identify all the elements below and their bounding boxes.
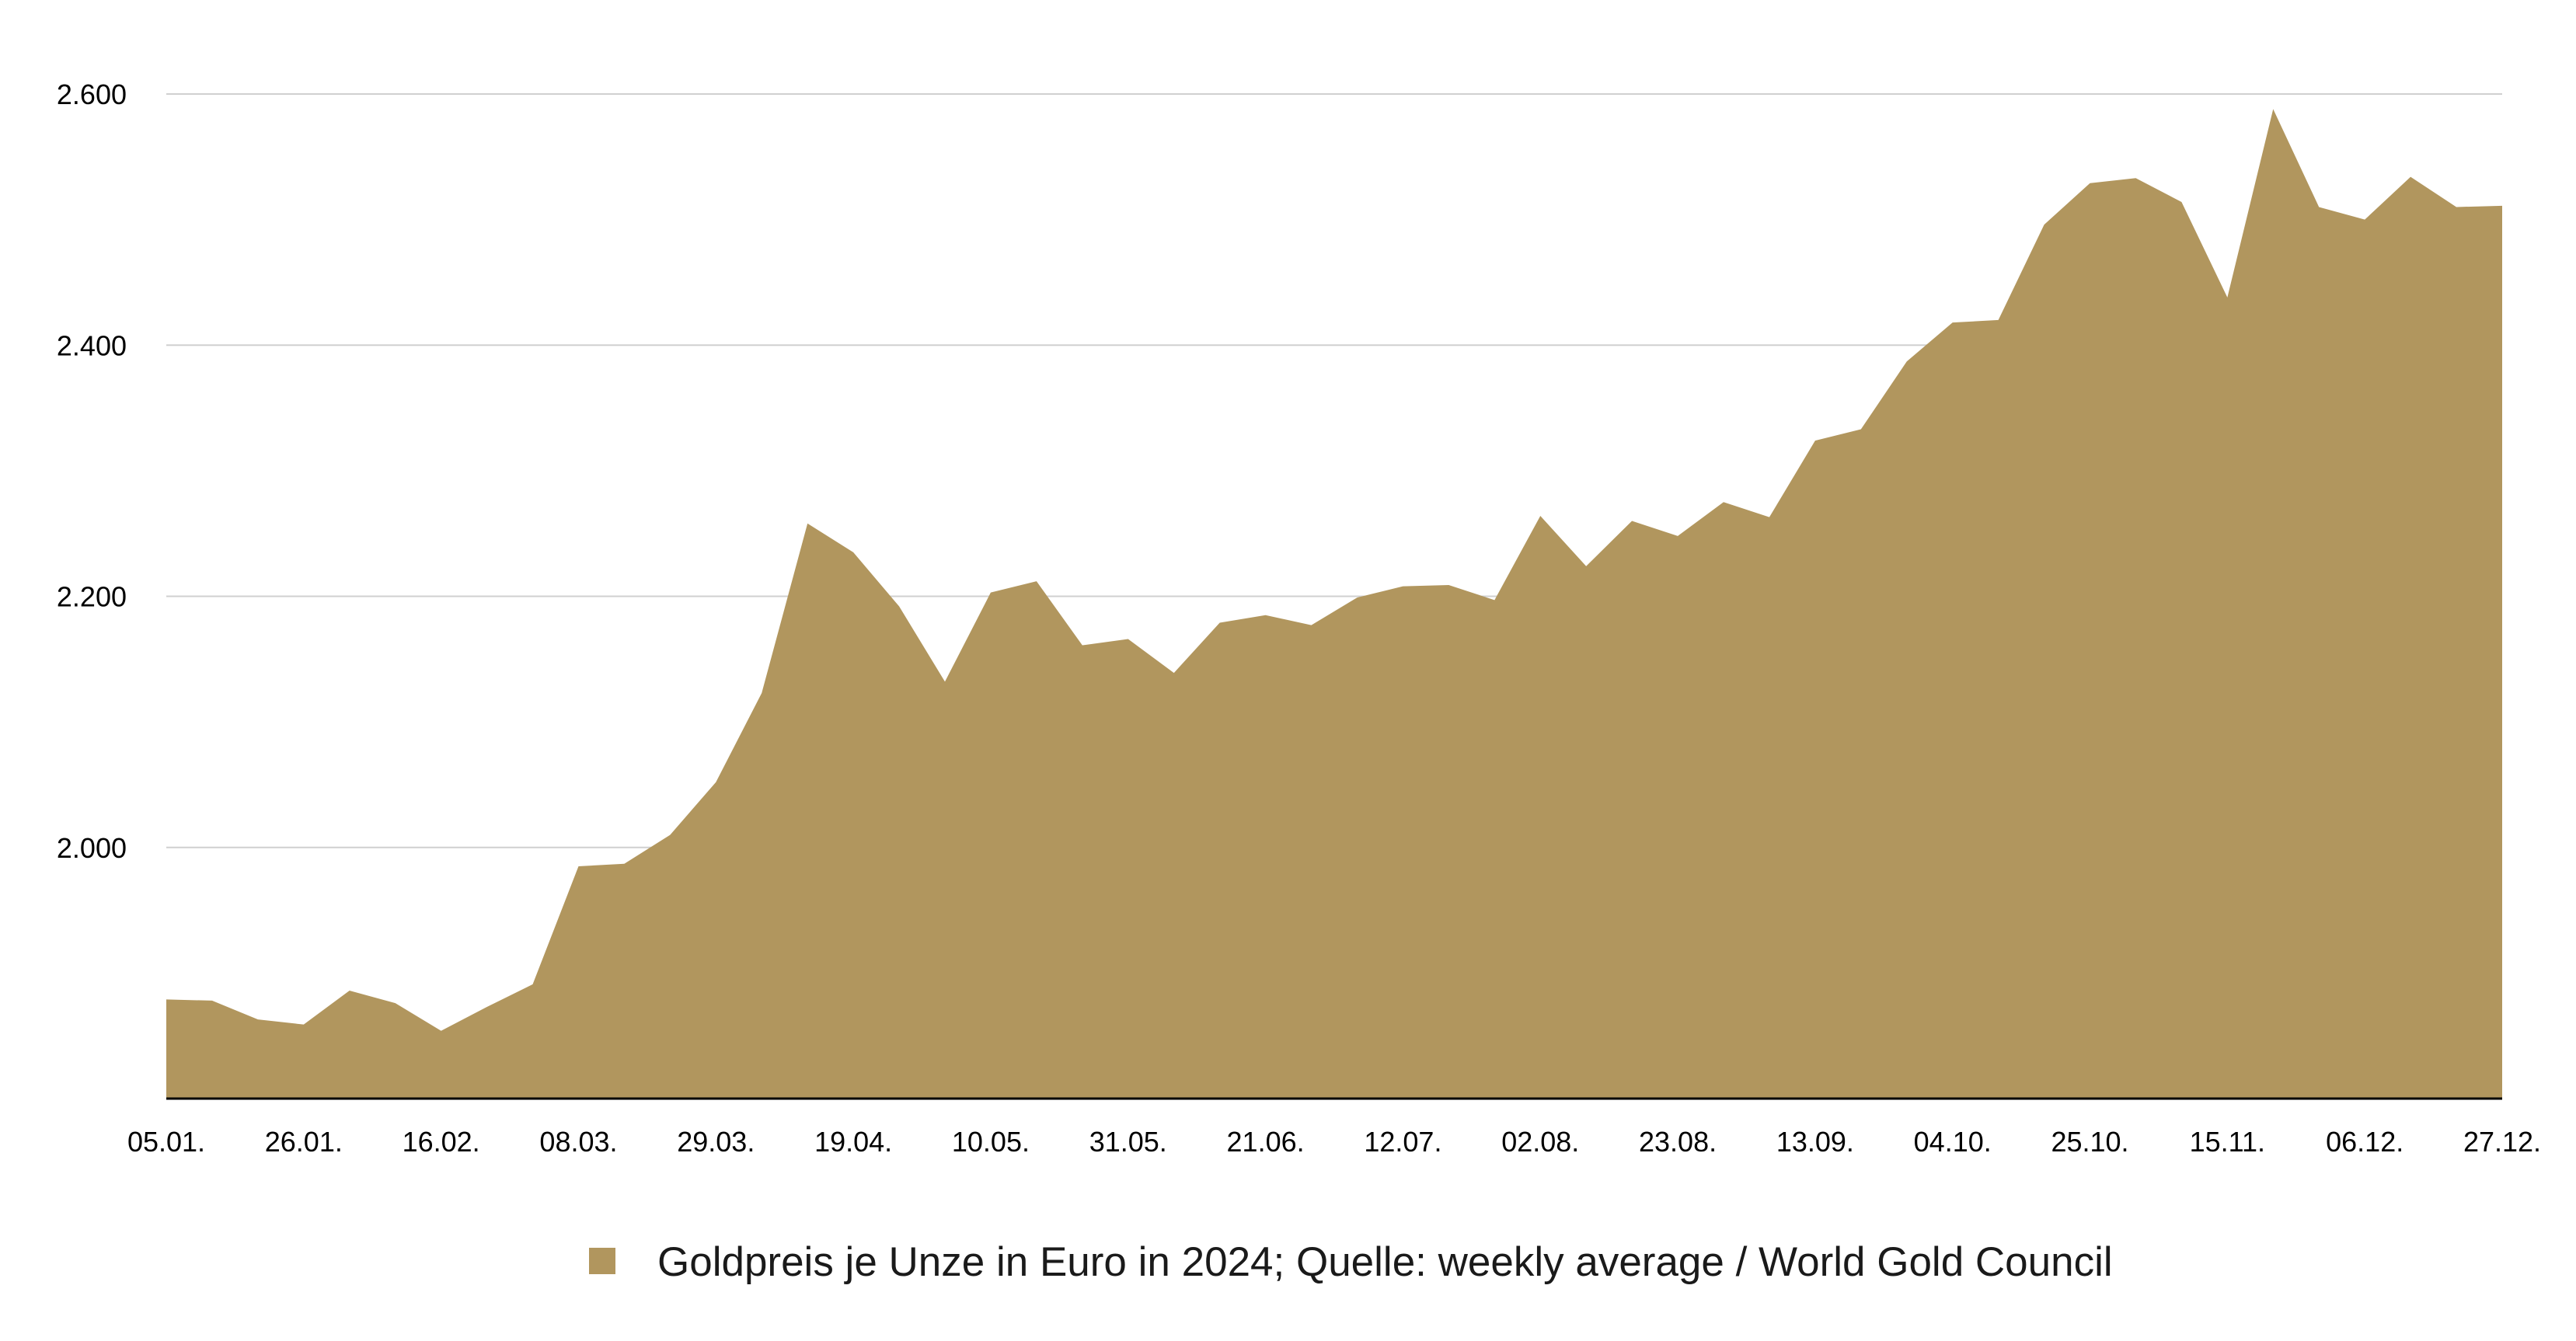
x-tick-label: 31.05.: [1089, 1126, 1167, 1158]
x-tick-label: 23.08.: [1639, 1126, 1717, 1158]
y-tick-label: 2.600: [57, 78, 127, 110]
x-tick-label: 12.07.: [1364, 1126, 1441, 1158]
y-axis-tick-labels: 2.000 2.200 2.400 2.600: [57, 78, 127, 864]
x-tick-label: 26.01.: [265, 1126, 343, 1158]
x-tick-label: 19.04.: [814, 1126, 892, 1158]
x-tick-label: 21.06.: [1227, 1126, 1305, 1158]
x-tick-label: 06.12.: [2326, 1126, 2403, 1158]
legend: Goldpreis je Unze in Euro in 2024; Quell…: [589, 1239, 2113, 1285]
x-tick-label: 02.08.: [1501, 1126, 1579, 1158]
x-axis-tick-labels: 05.01. 26.01. 16.02. 08.03. 29.03. 19.04. 10.0…: [127, 1126, 2541, 1158]
y-tick-label: 2.000: [57, 832, 127, 864]
x-tick-label: 05.01.: [127, 1126, 205, 1158]
x-tick-label: 08.03.: [539, 1126, 617, 1158]
x-tick-label: 13.09.: [1776, 1126, 1854, 1158]
x-tick-label: 15.11.: [2190, 1126, 2265, 1158]
series-area-gold-price: [166, 109, 2502, 1099]
x-tick-label: 29.03.: [677, 1126, 755, 1158]
y-tick-label: 2.400: [57, 329, 127, 361]
x-tick-label: 10.05.: [952, 1126, 1030, 1158]
legend-label: Goldpreis je Unze in Euro in 2024; Quell…: [657, 1239, 2113, 1285]
x-tick-label: 04.10.: [1914, 1126, 1992, 1158]
x-tick-label: 16.02.: [403, 1126, 480, 1158]
x-tick-label: 27.12.: [2463, 1126, 2541, 1158]
legend-swatch: [589, 1248, 615, 1274]
y-tick-label: 2.200: [57, 581, 127, 613]
x-tick-label: 25.10.: [2051, 1126, 2128, 1158]
